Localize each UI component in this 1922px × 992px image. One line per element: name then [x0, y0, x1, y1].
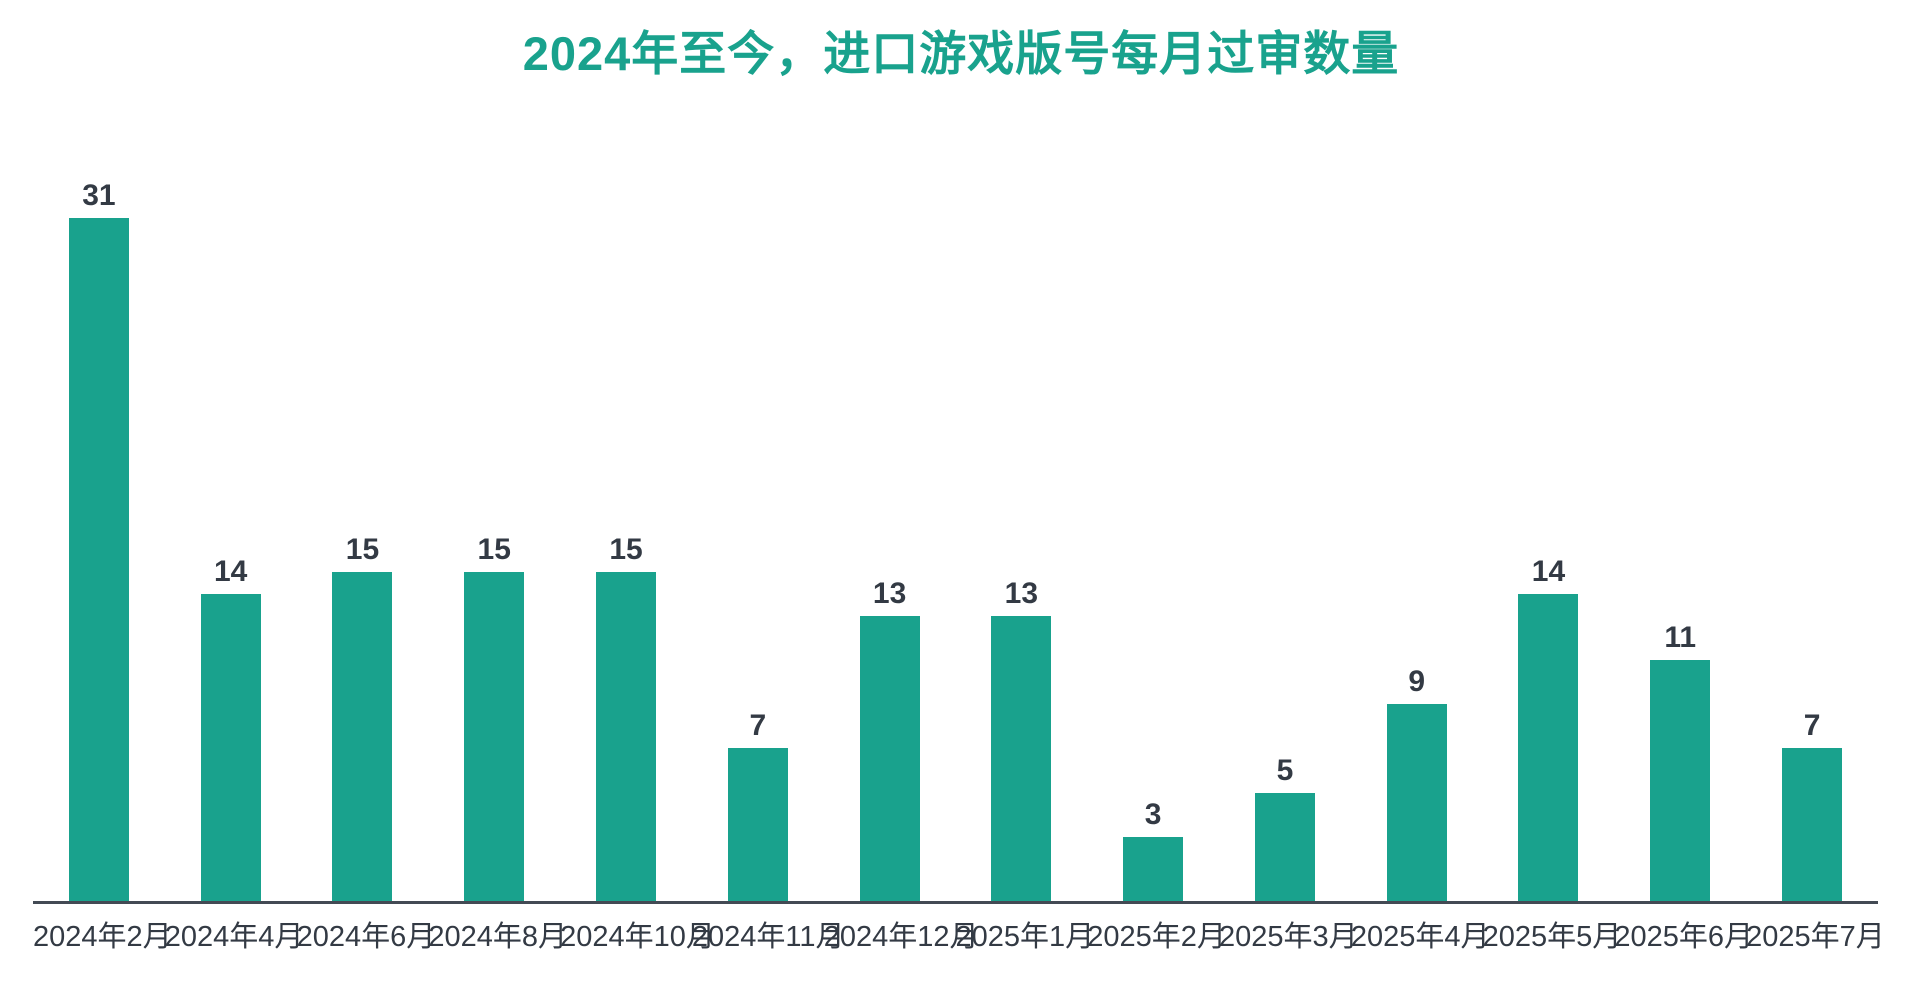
- bar-value-label: 15: [345, 532, 380, 566]
- plot-area: 31 14 15 15 15 7 13 13 3 5 9 14 11 7: [33, 150, 1878, 903]
- bar-slot: 14: [165, 554, 297, 903]
- x-axis-label: 2024年6月: [296, 921, 436, 953]
- bar-value-label: 11: [1664, 620, 1697, 654]
- x-axis-label: 2025年2月: [1087, 921, 1226, 953]
- bar-slot: 15: [560, 532, 692, 903]
- bar: [200, 593, 261, 903]
- bar-slot: 3: [1087, 797, 1219, 903]
- bar-slot: 13: [824, 576, 956, 903]
- bar-value-label: 31: [82, 178, 116, 212]
- bar: [596, 571, 657, 903]
- bar: [332, 571, 393, 903]
- bar-slot: 13: [955, 576, 1087, 903]
- bar-slot: 15: [297, 532, 429, 903]
- x-axis-label: 2024年8月: [428, 921, 567, 953]
- bar-value-label: 14: [1531, 554, 1566, 588]
- bar-value-label: 13: [872, 576, 907, 610]
- bar-value-label: 15: [477, 532, 511, 566]
- x-axis-label: 2024年11月: [691, 921, 845, 953]
- bar: [859, 615, 920, 903]
- bar: [727, 748, 788, 903]
- bar-value-label: 14: [213, 554, 248, 588]
- bar-slot: 15: [428, 532, 560, 903]
- bar: [464, 571, 525, 903]
- bar-slot: 9: [1351, 667, 1483, 903]
- bar: [1123, 836, 1184, 903]
- x-axis-line: [33, 901, 1878, 904]
- bar: [991, 615, 1052, 903]
- bar-value-label: 7: [749, 709, 767, 743]
- bar-slot: 7: [1746, 711, 1878, 903]
- bar-slot: 31: [33, 178, 165, 903]
- bar-value-label: 15: [609, 532, 643, 566]
- x-axis-label: 2025年7月: [1746, 921, 1885, 953]
- x-axis-label: 2025年4月: [1350, 921, 1490, 953]
- x-axis-label: 2025年5月: [1482, 921, 1622, 953]
- bar: [68, 217, 129, 903]
- x-axis-label: 2024年12月: [823, 921, 979, 953]
- x-axis-label: 2024年4月: [164, 921, 304, 953]
- bar-value-label: 5: [1276, 753, 1294, 787]
- bar-value-label: 9: [1408, 665, 1426, 699]
- bar: [1782, 748, 1843, 903]
- bar: [1650, 659, 1711, 903]
- x-axis-labels: 2024年2月 2024年4月 2024年6月 2024年8月 2024年10月 2024…: [33, 921, 1885, 954]
- bar-slot: 11: [1614, 620, 1746, 903]
- x-axis-label: 2025年6月: [1614, 921, 1754, 953]
- x-axis-label: 2024年10月: [560, 921, 715, 953]
- bar: [1518, 593, 1579, 903]
- bar-slot: 14: [1483, 554, 1615, 903]
- bar: [1386, 704, 1447, 903]
- bar-value-label: 13: [1004, 576, 1039, 610]
- bar-value-label: 7: [1803, 709, 1821, 743]
- x-axis-label: 2024年2月: [33, 921, 172, 953]
- bar-slot: 7: [692, 711, 824, 903]
- chart-title: 2024年至今，进口游戏版号每月过审数量: [522, 27, 1400, 80]
- bar: [1254, 792, 1315, 903]
- bar-value-label: 3: [1144, 797, 1162, 831]
- bar-slot: 5: [1219, 753, 1351, 903]
- x-axis-label: 2025年1月: [955, 921, 1095, 953]
- x-axis-label: 2025年3月: [1219, 921, 1358, 953]
